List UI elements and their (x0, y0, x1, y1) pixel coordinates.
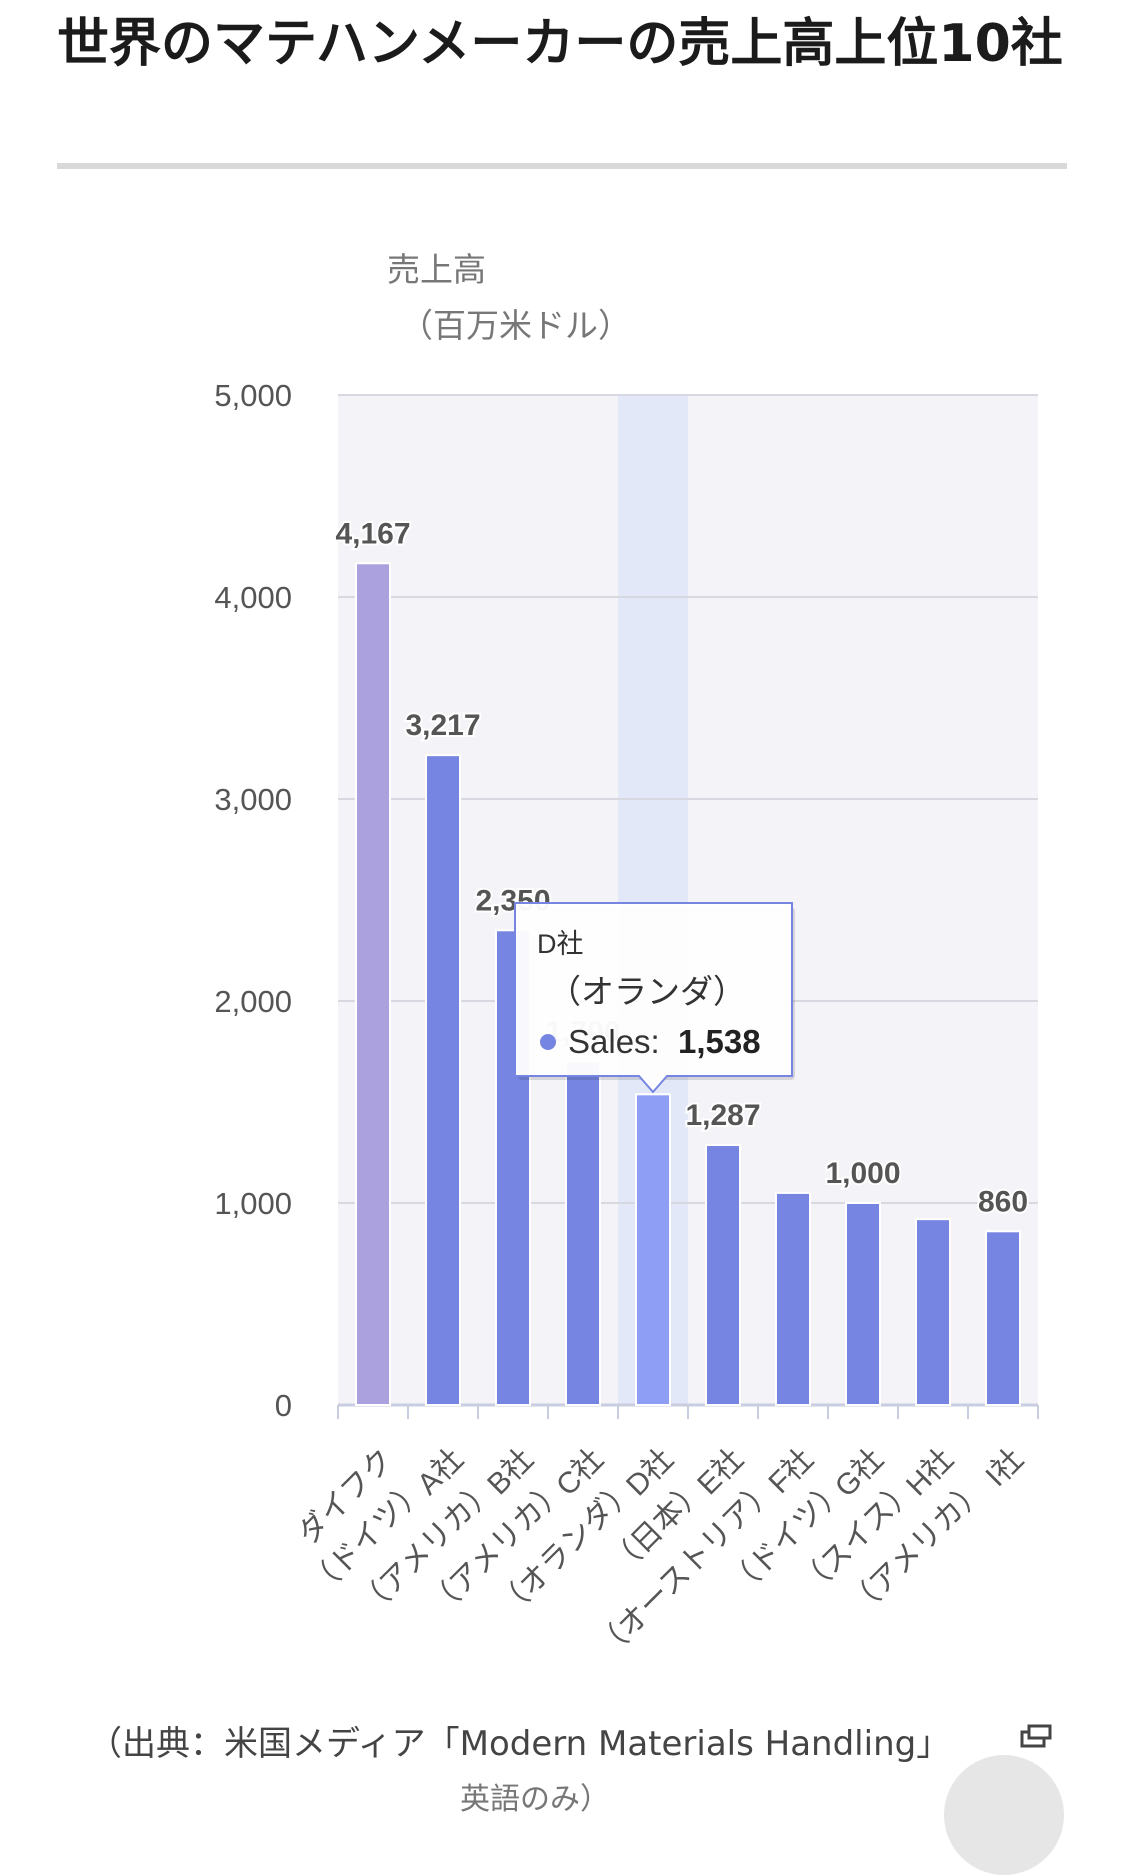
data-label: 1,000 (825, 1157, 900, 1190)
series-marker-icon (540, 1034, 556, 1050)
data-label: 3,217 (405, 709, 480, 742)
bar[interactable] (705, 1144, 741, 1406)
y-tick-label: 2,000 (214, 984, 292, 1019)
bar[interactable] (565, 1060, 601, 1406)
y-tick-label: 0 (275, 1388, 292, 1423)
y-tick-label: 3,000 (214, 782, 292, 817)
data-label: 4,167 (335, 517, 410, 550)
y-tick-label: 5,000 (214, 378, 292, 413)
tooltip-series-label: Sales: (568, 1023, 660, 1060)
tooltip-category: D社 (537, 929, 584, 959)
y-tick-label: 4,000 (214, 580, 292, 615)
data-label: 1,287 (685, 1099, 760, 1132)
tooltip-value: 1,538 (678, 1023, 761, 1060)
source-citation-continued: 英語のみ） (460, 1782, 610, 1817)
y-tick-label: 1,000 (214, 1186, 292, 1221)
bar[interactable] (775, 1191, 811, 1407)
tooltip (514, 902, 793, 1094)
external-link-icon[interactable] (1020, 1722, 1052, 1754)
bar[interactable] (985, 1230, 1021, 1407)
source-citation: （出典：米国メディア「Modern Materials Handling」 (88, 1724, 951, 1764)
tooltip-category-sub: （オランダ） (548, 973, 746, 1010)
data-label: 860 (978, 1185, 1028, 1218)
bar[interactable] (635, 1093, 671, 1406)
page-title: 世界のマテハンメーカーの売上高上位10社 (57, 14, 1063, 74)
bar-chart: 0 1,000 2,000 3,000 4,000 5,000 売上高 （百万米ドル） 4,16… (214, 251, 1039, 1665)
x-category-label: I社 (980, 1443, 1030, 1493)
bar[interactable] (915, 1218, 951, 1407)
bar[interactable] (425, 754, 461, 1406)
y-axis-unit: （百万米ドル） (400, 307, 631, 344)
floating-action-button[interactable] (944, 1755, 1064, 1875)
bar[interactable] (355, 562, 391, 1406)
y-axis-title: 売上高 (387, 251, 486, 288)
bar[interactable] (845, 1202, 881, 1406)
title-divider (57, 163, 1067, 169)
